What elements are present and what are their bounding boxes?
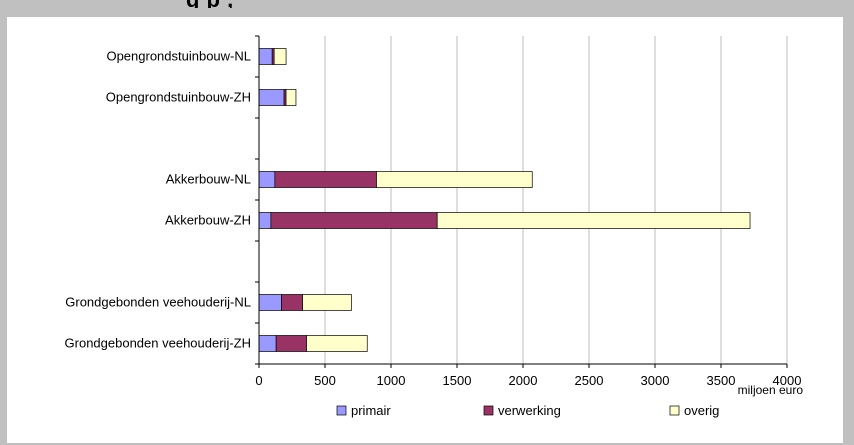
x-tick-label: 2500 [575, 373, 604, 388]
bar-segment-verwerking [275, 335, 307, 352]
bar-segment-verwerking [270, 212, 438, 229]
category-label: Grondgebonden veehouderij-ZH [65, 336, 251, 351]
bar-segment-overig [436, 212, 751, 229]
bar-segment-primair [258, 335, 277, 352]
chart-title-text: g p , [186, 0, 234, 8]
category-label: Akkerbouw-NL [166, 172, 251, 187]
category-label: Opengrondstuinbouw-ZH [106, 90, 251, 105]
bar-segment-primair [258, 212, 272, 229]
x-tick-label: 500 [314, 373, 336, 388]
bar-segment-primair [258, 48, 273, 65]
category-label: Grondgebonden veehouderij-NL [65, 295, 251, 310]
legend-swatch-primair [336, 405, 347, 416]
legend-label-primair: primair [351, 403, 391, 418]
x-axis-unit-label: miljoen euro [738, 383, 804, 397]
x-tick-label: 0 [255, 373, 262, 388]
chart-panel: Opengrondstuinbouw-NL Opengrondstuinbouw-… [7, 17, 843, 443]
bar-segment-primair [258, 171, 276, 188]
bar-segment-overig [302, 294, 352, 311]
bar-segment-primair [258, 89, 285, 106]
legend-swatch-verwerking [483, 405, 494, 416]
category-label: Opengrondstuinbouw-NL [106, 49, 251, 64]
bar-segment-overig [285, 89, 297, 106]
bar-segment-verwerking [274, 171, 377, 188]
chart-title-fragment: g p , [186, 0, 854, 8]
stacked-bar-chart: Opengrondstuinbouw-NL Opengrondstuinbouw-… [65, 35, 804, 418]
bar-segment-overig [273, 48, 287, 65]
x-tick-label: 4000 [773, 373, 802, 388]
legend-label-verwerking: verwerking [498, 403, 561, 418]
bar-segment-primair [258, 294, 282, 311]
bar-segment-overig [376, 171, 533, 188]
x-tick-label: 1500 [443, 373, 472, 388]
bar-segment-verwerking [281, 294, 303, 311]
category-label: Akkerbouw-ZH [165, 213, 251, 228]
bar-segment-overig [306, 335, 368, 352]
x-tick-label: 2000 [509, 373, 538, 388]
legend-swatch-overig [669, 405, 680, 416]
x-tick-label: 1000 [377, 373, 406, 388]
x-tick-label: 3000 [641, 373, 670, 388]
legend-label-overig: overig [684, 403, 719, 418]
x-tick-label: 3500 [707, 373, 736, 388]
